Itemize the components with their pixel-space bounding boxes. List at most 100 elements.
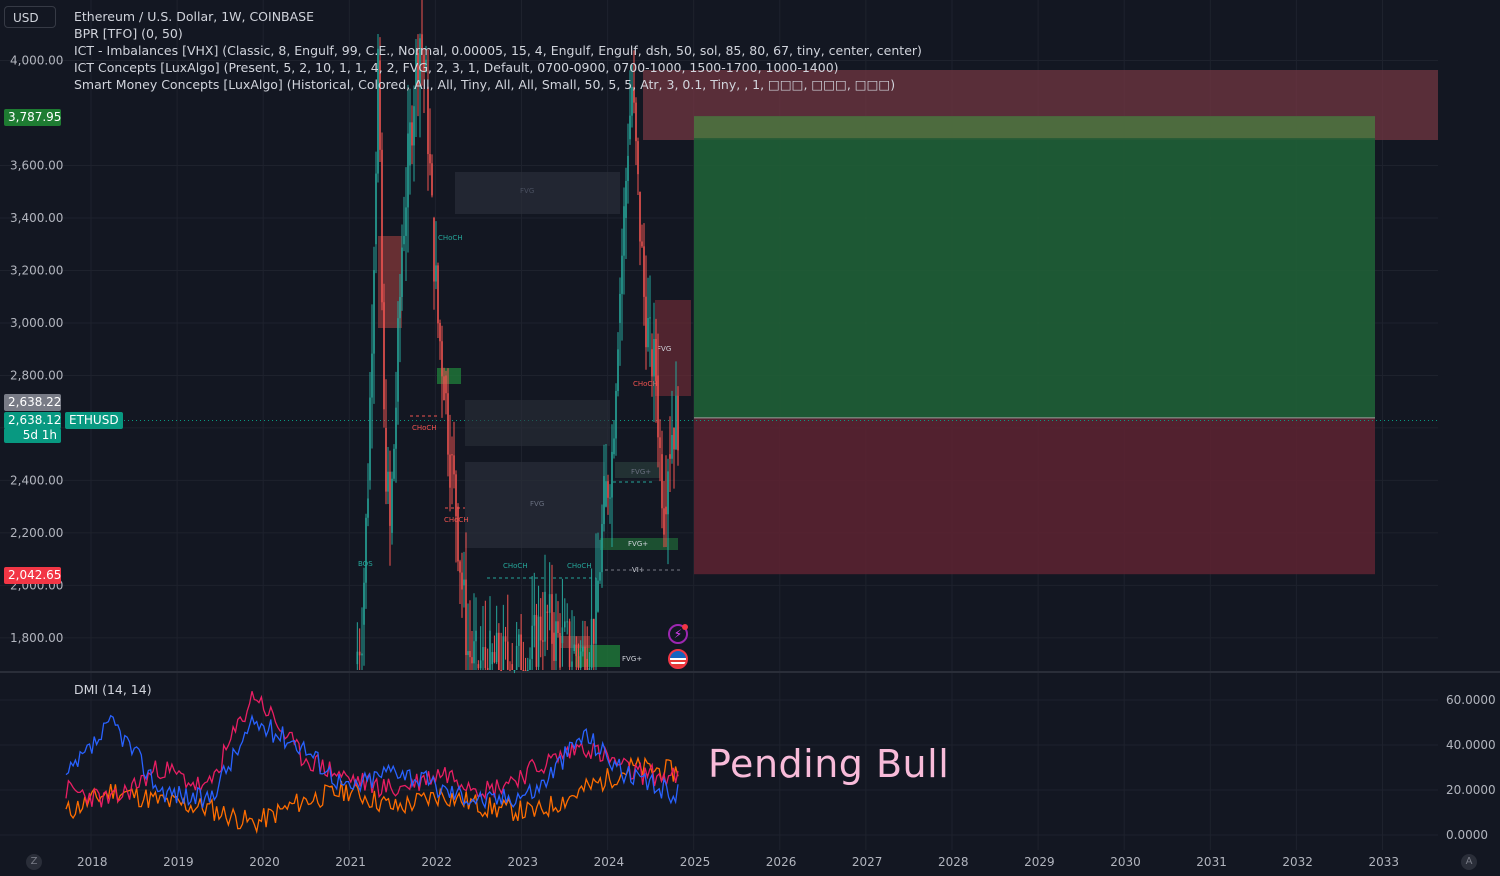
pending-bull-annotation[interactable]: Pending Bull: [708, 742, 950, 786]
candle-body: [419, 38, 421, 86]
candle-body: [437, 265, 439, 324]
candle-body: [609, 497, 611, 499]
legend-bpr[interactable]: BPR [TFO] (0, 50): [74, 26, 183, 41]
candle-body: [502, 636, 505, 670]
candle-body: [595, 577, 597, 644]
candle-body: [635, 102, 637, 142]
fvg-zone: [437, 368, 461, 384]
last-price-badge: 2,638.12: [4, 412, 61, 429]
price-tick-label: 3,600.00: [10, 158, 63, 172]
fvg-zone: [615, 462, 660, 478]
symbol-tag: ETHUSD: [65, 412, 123, 429]
stop-price-badge: 2,042.65: [4, 567, 61, 584]
candle-body: [515, 645, 518, 670]
legend-ict-imbalances[interactable]: ICT - Imbalances [VHX] (Classic, 8, Engu…: [74, 43, 922, 58]
legend-symbol[interactable]: Ethereum / U.S. Dollar, 1W, COINBASE: [74, 9, 315, 24]
candle-body: [469, 651, 471, 658]
fvg-label: FVG: [530, 500, 544, 508]
candle-body: [588, 668, 591, 670]
time-tick-label: 2028: [938, 855, 969, 869]
candle-body: [601, 524, 603, 573]
candle-body: [484, 647, 487, 668]
fvg-zone: [575, 645, 620, 667]
candle-body: [361, 653, 363, 656]
currency-button[interactable]: USD: [4, 6, 56, 28]
candle-body: [659, 437, 661, 449]
candle-body: [675, 395, 677, 450]
candle-body: [455, 474, 457, 517]
candle-body: [397, 318, 399, 402]
lightning-icon[interactable]: ⚡: [668, 624, 688, 644]
candle-body: [493, 652, 496, 663]
candle-body: [531, 625, 533, 659]
candle-body: [667, 471, 669, 515]
candle-body: [573, 644, 575, 652]
di-minus-line: [65, 691, 679, 808]
time-tick-label: 2022: [421, 855, 452, 869]
time-tick-label: 2032: [1282, 855, 1313, 869]
zoom-icon[interactable]: Z: [26, 854, 42, 870]
candle-body: [677, 395, 679, 451]
candle-body: [453, 455, 455, 475]
time-tick-label: 2025: [680, 855, 711, 869]
candle-body: [407, 133, 409, 208]
time-tick-label: 2029: [1024, 855, 1055, 869]
candle-body: [520, 634, 522, 670]
candle-body: [405, 207, 407, 236]
candle-body: [415, 53, 417, 87]
candle-body: [513, 670, 516, 671]
dmi-label[interactable]: DMI (14, 14): [74, 682, 152, 697]
candle-body: [451, 454, 453, 456]
candle-body: [431, 163, 433, 196]
legend: Ethereum / U.S. Dollar, 1W, COINBASE BPR…: [74, 8, 922, 93]
fvg-label: FVG: [520, 187, 534, 195]
candle-body: [443, 376, 445, 401]
candle-body: [613, 438, 615, 455]
candle-body: [391, 478, 393, 533]
time-tick-label: 2020: [249, 855, 280, 869]
choch-label: CHoCH: [503, 562, 528, 570]
candle-body: [429, 154, 431, 164]
candle-body: [399, 296, 401, 319]
candle-body: [477, 664, 480, 669]
auto-scale-icon[interactable]: A: [1461, 854, 1477, 870]
fvg-zone: [655, 300, 691, 396]
dmi-tick-label: 40.0000: [1446, 738, 1496, 752]
candle-body: [506, 641, 509, 670]
candle-body: [561, 627, 564, 644]
price-tick-label: 2,200.00: [10, 526, 63, 540]
candle-body: [457, 506, 459, 562]
vi-plus-label: VI+: [632, 566, 645, 574]
candle-body: [575, 644, 578, 657]
candle-body: [356, 651, 359, 665]
candle-body: [641, 241, 643, 247]
candle-body: [522, 670, 525, 671]
candle-body: [461, 572, 463, 590]
candle-body: [467, 651, 469, 656]
legend-ict-concepts[interactable]: ICT Concepts [LuxAlgo] (Present, 5, 2, 1…: [74, 60, 839, 75]
candle-body: [475, 630, 477, 642]
price-tick-label: 2,400.00: [10, 473, 63, 487]
price-tick-label: 2,800.00: [10, 368, 63, 382]
time-tick-label: 2026: [766, 855, 797, 869]
candle-body: [363, 582, 365, 625]
candle-body: [371, 353, 373, 398]
candle-body: [663, 508, 665, 535]
candle-body: [539, 616, 542, 641]
us-flag-icon[interactable]: [668, 649, 688, 669]
candle-body: [529, 659, 531, 670]
time-tick-label: 2019: [163, 855, 194, 869]
di-plus-line: [65, 713, 679, 810]
fvg-zone: [465, 400, 610, 446]
candle-body: [524, 670, 527, 671]
candle-body: [473, 641, 475, 664]
legend-smc[interactable]: Smart Money Concepts [LuxAlgo] (Historic…: [74, 77, 896, 92]
price-tick-label: 3,200.00: [10, 263, 63, 277]
choch-label: CHoCH: [438, 234, 463, 242]
candle-body: [427, 86, 429, 155]
dmi-tick-label: 0.0000: [1446, 828, 1488, 842]
candle-body: [401, 247, 403, 297]
candle-body: [486, 667, 489, 670]
candle-body: [655, 338, 657, 382]
